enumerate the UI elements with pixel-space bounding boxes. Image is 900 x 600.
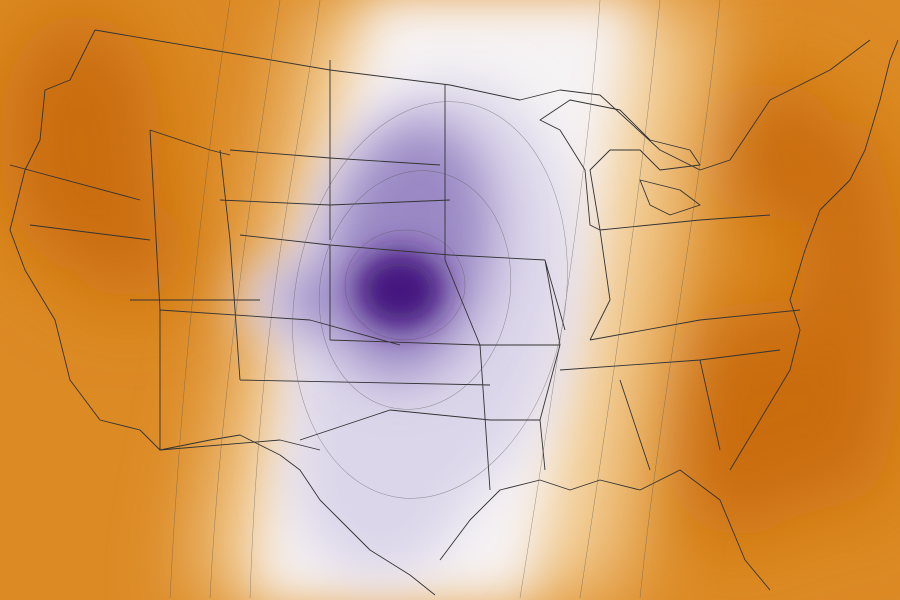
anomaly-contours: [169, 0, 721, 599]
cool-dark-core: [355, 250, 445, 330]
state-boundaries: [9, 29, 899, 596]
